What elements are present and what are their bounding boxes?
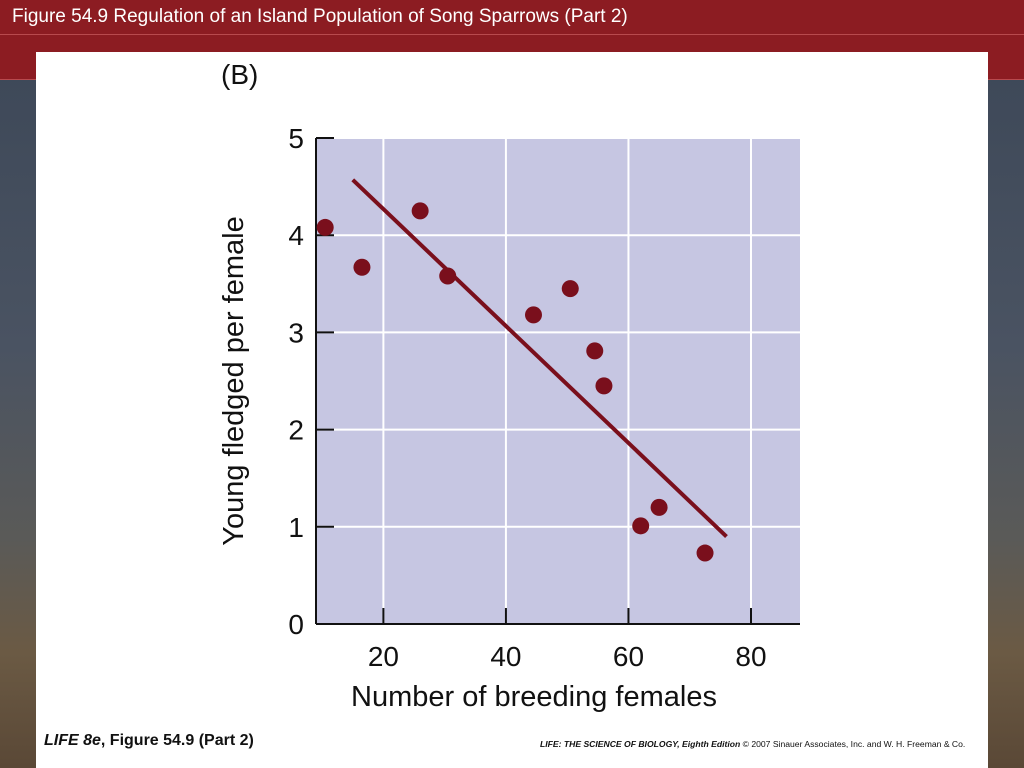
data-point (316, 218, 334, 236)
data-point (586, 342, 604, 360)
y-tick-label: 0 (288, 609, 304, 640)
footer-credit: LIFE: THE SCIENCE OF BIOLOGY, Eighth Edi… (540, 739, 965, 749)
data-point (561, 280, 579, 298)
data-point (353, 258, 371, 276)
x-tick-label: 40 (490, 641, 521, 672)
title-bar: Figure 54.9 Regulation of an Island Popu… (0, 0, 1024, 35)
slide-title: Figure 54.9 Regulation of an Island Popu… (12, 6, 628, 27)
data-point (696, 544, 714, 562)
footer-book: LIFE 8e (44, 732, 101, 749)
data-point (524, 306, 542, 324)
data-point (411, 202, 429, 220)
data-point (632, 517, 650, 535)
y-tick-label: 5 (288, 123, 304, 154)
footer-caption: LIFE 8e, Figure 54.9 (Part 2) (44, 732, 254, 750)
panel-label: (B) (221, 59, 258, 90)
data-point (595, 377, 613, 395)
y-tick-label: 2 (288, 415, 304, 446)
y-tick-label: 1 (288, 512, 304, 543)
data-point (439, 267, 457, 285)
x-tick-label: 80 (735, 641, 766, 672)
x-tick-label: 20 (368, 641, 399, 672)
footer-figure: , Figure 54.9 (Part 2) (100, 732, 254, 749)
x-tick-label: 60 (613, 641, 644, 672)
footer-copyright: © 2007 Sinauer Associates, Inc. and W. H… (742, 739, 966, 749)
data-point (650, 498, 668, 516)
y-axis-label: Young fledged per female (218, 216, 250, 545)
y-tick-label: 4 (288, 220, 304, 251)
scatter-chart: 0 1 2 3 4 5 20 40 60 80 Number of breeding females… (218, 59, 800, 713)
y-tick-label: 3 (288, 317, 304, 348)
footer-edition: LIFE: THE SCIENCE OF BIOLOGY, Eighth Edi… (540, 739, 741, 749)
trend-line (351, 178, 728, 538)
x-axis-label: Number of breeding females (351, 681, 717, 713)
slide-content: 0 1 2 3 4 5 20 40 60 80 Number of breeding females… (36, 52, 988, 768)
plot-area (316, 138, 800, 624)
